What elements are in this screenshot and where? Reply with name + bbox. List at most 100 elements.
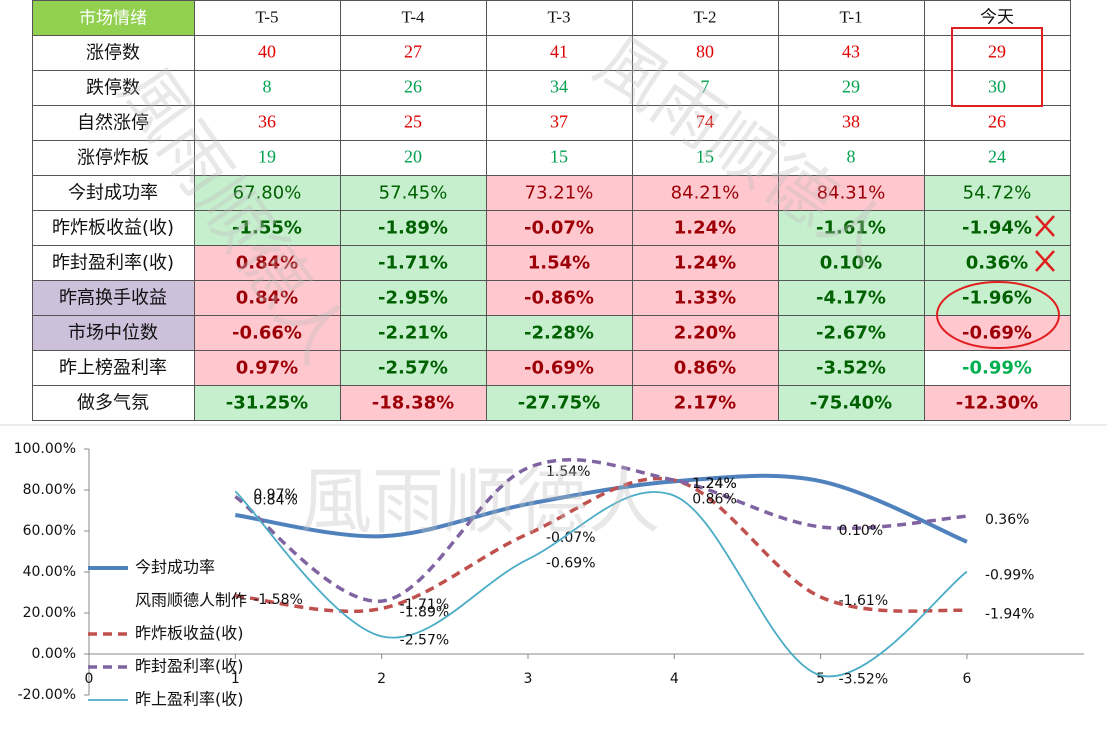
cell xyxy=(194,385,340,420)
cell-value: 0.36% xyxy=(966,253,1028,274)
cross-mark xyxy=(1035,250,1055,272)
cell-value: 54.72% xyxy=(963,183,1032,204)
cell-value: 74 xyxy=(696,112,714,132)
cell-value: -0.66% xyxy=(232,323,302,344)
x-tick-label: 6 xyxy=(962,671,971,687)
cell-value: 20 xyxy=(404,147,422,167)
row-label: 昨高换手收益 xyxy=(59,288,167,309)
cell-value: -31.25% xyxy=(226,393,308,414)
cell-value: 1.24% xyxy=(674,253,736,274)
cell xyxy=(778,210,924,245)
cell-value: 0.84% xyxy=(236,253,298,274)
cell-value: 0.10% xyxy=(820,253,882,274)
cell-value: 0.84% xyxy=(236,288,298,309)
cell-value: -12.30% xyxy=(956,393,1038,414)
cell-value: 41 xyxy=(550,42,568,62)
data-label: -0.69% xyxy=(546,555,596,571)
column-header: T-5 xyxy=(256,7,279,26)
y-tick-label: 20.00% xyxy=(23,605,76,621)
column-header: T-3 xyxy=(548,7,571,26)
cell xyxy=(632,175,778,210)
cell xyxy=(194,210,340,245)
cell-value: 36 xyxy=(258,112,276,132)
series-line xyxy=(235,476,968,614)
cell xyxy=(924,280,1070,315)
cell-value: -18.38% xyxy=(372,393,454,414)
row-label: 市场中位数 xyxy=(68,323,158,344)
cell xyxy=(632,210,778,245)
data-label: -1.89% xyxy=(400,604,450,620)
cell xyxy=(486,280,632,315)
cell-value: 84.31% xyxy=(817,183,886,204)
cell xyxy=(194,280,340,315)
cell xyxy=(924,315,1070,350)
cell-value: -2.95% xyxy=(378,288,448,309)
cell-value: -1.61% xyxy=(816,218,886,239)
cell-value: 2.20% xyxy=(674,323,736,344)
chart: 100.00% 80.00% 60.00% 40.00% 20.00% 0.00% -20.… xyxy=(0,424,1107,709)
row-label: 做多气氛 xyxy=(77,393,149,414)
cell xyxy=(924,350,1070,385)
cell-value: -1.55% xyxy=(232,218,302,239)
y-tick-label: 0.00% xyxy=(32,646,76,662)
cell xyxy=(340,315,486,350)
cell xyxy=(486,350,632,385)
cell-value: -0.99% xyxy=(962,358,1032,379)
cell-value: 29 xyxy=(842,77,860,97)
cell-value: 40 xyxy=(258,42,276,62)
data-label: 0.84% xyxy=(253,493,297,509)
cell-value: 29 xyxy=(988,42,1006,62)
cell xyxy=(486,315,632,350)
cell-value: 1.24% xyxy=(674,218,736,239)
data-label: -2.57% xyxy=(400,632,450,648)
cell xyxy=(194,315,340,350)
row-label: 昨炸板收益(收) xyxy=(52,218,174,239)
cell-value: 30 xyxy=(988,77,1006,97)
data-label: 1.24% xyxy=(692,476,736,492)
label-cell xyxy=(32,315,194,350)
cell xyxy=(194,350,340,385)
cell-value: -1.89% xyxy=(378,218,448,239)
cell-value: 2.17% xyxy=(674,393,736,414)
cell xyxy=(340,210,486,245)
column-header: T-2 xyxy=(694,7,717,26)
cell xyxy=(632,245,778,280)
cell xyxy=(778,315,924,350)
data-label: -3.52% xyxy=(839,671,889,687)
cell xyxy=(486,385,632,420)
row-label: 涨停数 xyxy=(86,43,140,64)
cell-value: 67.80% xyxy=(233,183,302,204)
cell-value: -2.21% xyxy=(378,323,448,344)
annotations xyxy=(936,27,1060,349)
series-line xyxy=(234,458,968,603)
cell xyxy=(778,280,924,315)
y-tick-label: -20.00% xyxy=(18,687,76,703)
cell-value: 57.45% xyxy=(379,183,448,204)
cell-value: -75.40% xyxy=(810,393,892,414)
cell xyxy=(632,315,778,350)
row-label: 昨上榜盈利率 xyxy=(59,358,167,379)
cell-value: 26 xyxy=(988,112,1006,132)
cell-value: 43 xyxy=(842,42,860,62)
data-label: 1.24% xyxy=(692,476,736,492)
data-label: -0.99% xyxy=(985,568,1035,584)
data-label: -1.58% xyxy=(253,592,303,608)
x-tick-label: 4 xyxy=(670,671,679,687)
data-label: 0.36% xyxy=(985,512,1029,528)
cell-value: -3.52% xyxy=(816,358,886,379)
cell xyxy=(486,175,632,210)
cell-value: 73.21% xyxy=(525,183,594,204)
cell-value: -2.67% xyxy=(816,323,886,344)
cell xyxy=(340,350,486,385)
series-line xyxy=(234,490,968,678)
cell xyxy=(340,280,486,315)
cell-value: 1.54% xyxy=(528,253,590,274)
label-cell xyxy=(32,280,194,315)
cell xyxy=(486,245,632,280)
column-header: T-4 xyxy=(402,7,425,26)
x-tick-label: 1 xyxy=(231,671,240,687)
cell-value: -0.86% xyxy=(524,288,594,309)
cell-value: -1.96% xyxy=(962,288,1032,309)
cell-value: 24 xyxy=(988,147,1006,167)
